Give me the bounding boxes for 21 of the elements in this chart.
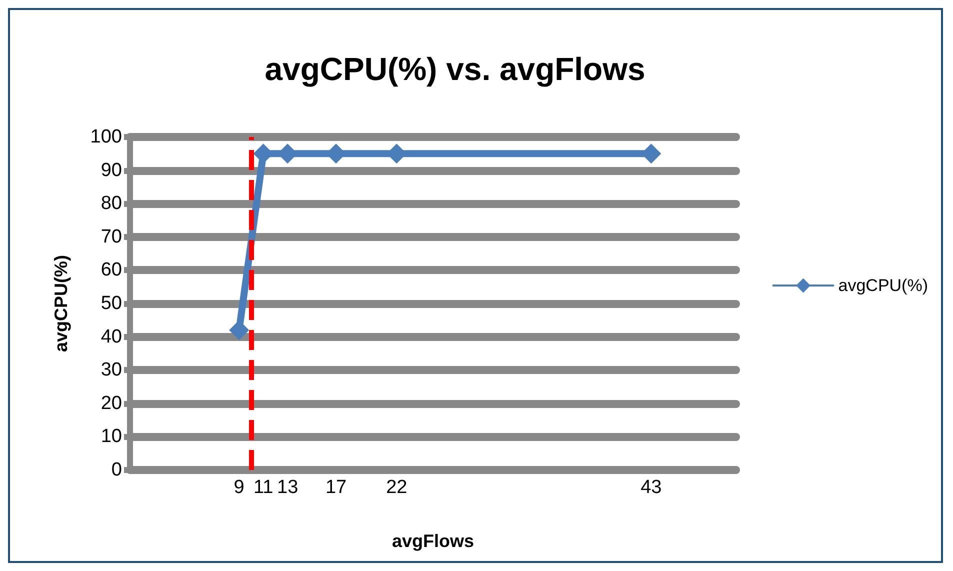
y-tick-label: 80 [100, 193, 122, 214]
y-tick-label: 40 [100, 326, 122, 348]
x-tick-label: 11 [253, 477, 274, 498]
y-tick-label: 20 [100, 392, 122, 414]
x-tick-label: 17 [325, 477, 347, 498]
y-tick-label: 90 [100, 160, 122, 181]
x-tick-label: 22 [386, 477, 408, 498]
y-tick-label: 70 [100, 226, 122, 248]
y-tick-label: 50 [100, 293, 122, 314]
x-tick-label: 43 [640, 477, 662, 498]
x-tick-label: 13 [276, 477, 298, 498]
chart-title: avgCPU(%) vs. avgFlows [264, 51, 646, 87]
y-tick-label: 10 [100, 426, 122, 448]
x-tick-label: 9 [234, 477, 244, 498]
y-axis-title: avgCPU(%) [51, 254, 71, 352]
y-tick-label: 100 [90, 126, 122, 148]
x-axis-title: avgFlows [392, 531, 474, 551]
y-tick-label: 30 [100, 360, 122, 381]
y-tick-label: 60 [100, 260, 122, 281]
y-tick-label: 0 [111, 460, 122, 480]
legend-label: avgCPU(%) [838, 276, 928, 295]
